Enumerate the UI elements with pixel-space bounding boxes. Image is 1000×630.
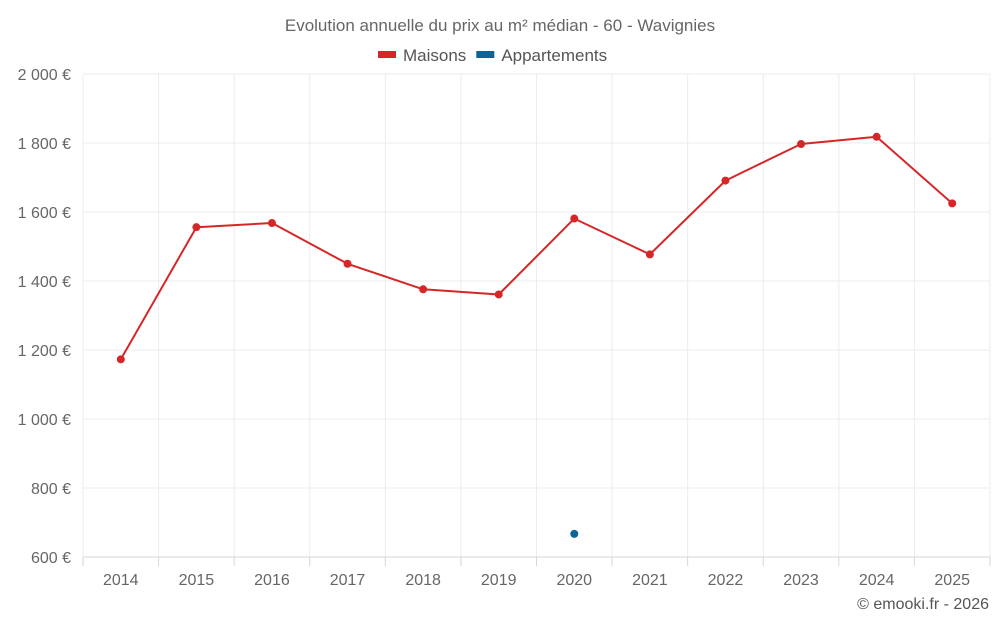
y-tick-label: 1 200 € <box>18 343 71 360</box>
legend-label-appartements[interactable]: Appartements <box>501 46 607 65</box>
x-tick-label: 2023 <box>783 572 819 589</box>
y-tick-label: 800 € <box>31 481 71 498</box>
series-layer <box>116 132 957 538</box>
data-point-appartements[interactable] <box>570 529 579 538</box>
x-tick-label: 2017 <box>330 572 366 589</box>
data-point-maisons[interactable] <box>797 140 806 149</box>
series-line-maisons <box>119 135 953 360</box>
grid <box>82 73 991 557</box>
data-point-maisons[interactable] <box>494 290 503 299</box>
data-point-maisons[interactable] <box>343 259 352 268</box>
x-tick-label: 2020 <box>556 572 592 589</box>
data-point-maisons[interactable] <box>872 132 881 141</box>
x-tick-label: 2015 <box>179 572 215 589</box>
data-point-maisons[interactable] <box>645 250 654 259</box>
data-point-maisons[interactable] <box>570 214 579 223</box>
x-tick-label: 2024 <box>859 572 895 589</box>
legend-label-maisons[interactable]: Maisons <box>403 46 466 65</box>
x-tick-label: 2018 <box>405 572 441 589</box>
legend-swatch-maisons[interactable] <box>378 51 396 58</box>
y-tick-label: 600 € <box>31 550 71 567</box>
y-tick-label: 1 000 € <box>18 412 71 429</box>
x-tick-label: 2021 <box>632 572 668 589</box>
legend: Maisons Appartements <box>378 46 607 65</box>
x-tick-label: 2025 <box>934 572 970 589</box>
legend-swatch-appartements[interactable] <box>476 51 495 58</box>
y-tick-label: 1 600 € <box>18 205 71 222</box>
data-point-maisons[interactable] <box>192 223 201 232</box>
data-point-maisons[interactable] <box>721 176 730 185</box>
x-tick-label: 2016 <box>254 572 290 589</box>
y-tick-label: 2 000 € <box>18 67 71 84</box>
x-tick-label: 2014 <box>103 572 139 589</box>
data-point-maisons[interactable] <box>116 355 125 364</box>
y-tick-label: 1 400 € <box>18 274 71 291</box>
axes: 600 € 800 € 1 000 € 1 200 € 1 400 € 1 600 € 1 … <box>18 67 991 589</box>
data-point-maisons[interactable] <box>419 285 428 294</box>
credit-text[interactable]: © emooki.fr - 2026 <box>857 596 989 613</box>
x-tick-label: 2019 <box>481 572 517 589</box>
x-tick-label: 2022 <box>708 572 744 589</box>
data-point-maisons[interactable] <box>267 219 276 228</box>
y-tick-label: 1 800 € <box>18 136 71 153</box>
chart-title: Evolution annuelle du prix au m² médian … <box>285 16 715 35</box>
data-point-maisons[interactable] <box>948 199 957 208</box>
